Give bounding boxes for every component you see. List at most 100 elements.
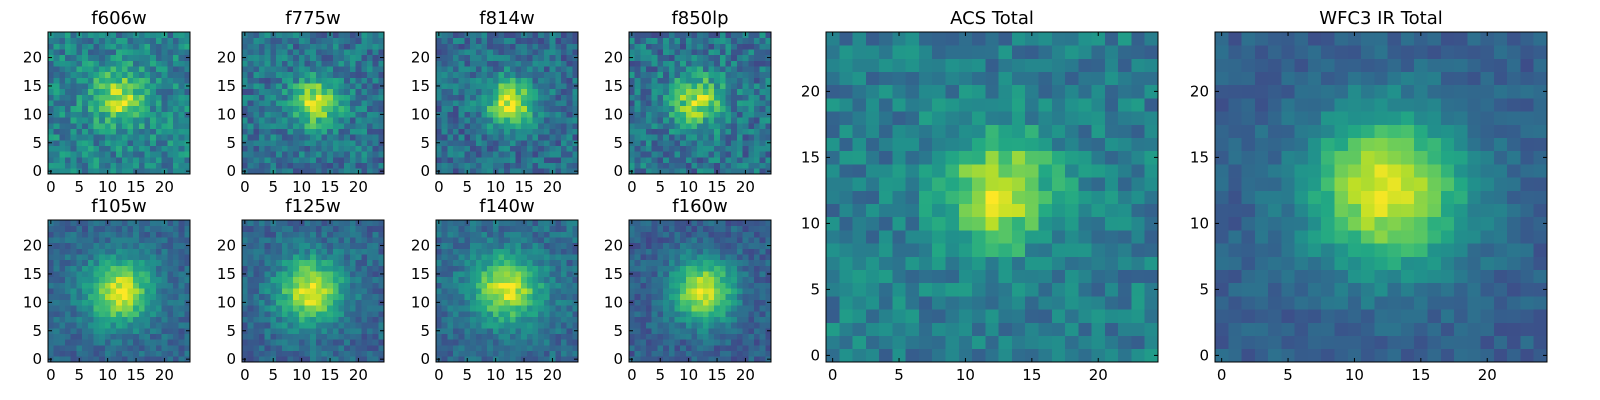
heatmap-cell [492, 237, 499, 244]
heatmap-cell [657, 66, 664, 73]
heatmap-cell [680, 88, 687, 95]
heatmap-cell [470, 156, 477, 164]
heatmap-cell [310, 288, 317, 295]
heatmap-cell [538, 231, 545, 238]
heatmap-cell [65, 271, 72, 278]
heatmap-cell [663, 271, 670, 278]
heatmap-cell [526, 276, 533, 283]
heatmap-cell [668, 66, 675, 73]
heatmap-cell [464, 282, 471, 289]
heatmap-cell [714, 139, 721, 146]
heatmap-cell [714, 151, 721, 158]
heatmap-cell [453, 350, 460, 357]
heatmap-cell [99, 316, 106, 323]
heatmap-cell [543, 117, 550, 124]
heatmap-cell [475, 77, 482, 84]
heatmap-cell [155, 139, 162, 146]
heatmap-cell [93, 83, 100, 90]
heatmap-cell [138, 128, 145, 135]
heatmap-cell [276, 145, 283, 152]
heatmap-cell [247, 293, 254, 300]
heatmap-cell [719, 66, 726, 73]
heatmap-cell [144, 100, 151, 107]
heatmap-cell [161, 162, 168, 169]
heatmap-cell [93, 77, 100, 84]
heatmap-cell [332, 322, 339, 329]
heatmap-cell [515, 231, 522, 238]
heatmap-cell [270, 282, 277, 289]
heatmap-cell [765, 100, 772, 107]
heatmap-cell [304, 60, 311, 67]
heatmap-cell [646, 350, 653, 357]
heatmap-cell [498, 156, 505, 164]
heatmap-cell [532, 220, 539, 227]
heatmap-cell [355, 88, 362, 95]
heatmap-cell [708, 350, 715, 357]
heatmap-cell [498, 271, 505, 278]
heatmap-cell [332, 327, 339, 334]
heatmap-cell [366, 322, 374, 329]
heatmap-cell [566, 254, 573, 261]
heatmap-cell [697, 151, 704, 158]
heatmap-cell [332, 122, 339, 129]
heatmap-cell [492, 134, 499, 141]
heatmap-cell [521, 134, 528, 141]
heatmap-cell [646, 32, 653, 39]
heatmap-cell [509, 168, 516, 175]
heatmap-cell [453, 43, 460, 50]
heatmap-cell [663, 66, 670, 73]
heatmap-cell [104, 350, 111, 357]
heatmap-cell [515, 327, 522, 334]
heatmap-cell [532, 60, 539, 67]
heatmap-cell [355, 54, 362, 61]
y-tick-label: 10 [411, 293, 430, 311]
heatmap-cell [453, 271, 460, 278]
heatmap-cell [338, 139, 345, 146]
heatmap-cell [59, 259, 66, 266]
heatmap-cell [287, 356, 294, 363]
heatmap-cell [270, 327, 277, 334]
heatmap-cell [344, 71, 351, 78]
heatmap-cell [172, 305, 180, 312]
heatmap-cell [53, 322, 60, 329]
heatmap-cell [150, 333, 157, 340]
heatmap-cell [121, 350, 128, 357]
heatmap-cell [253, 242, 260, 249]
heatmap-cell [464, 254, 471, 261]
heatmap-cell [332, 145, 339, 152]
heatmap-cell [298, 111, 305, 118]
heatmap-cell [691, 83, 698, 90]
heatmap-cell [355, 259, 362, 266]
heatmap-cell [725, 168, 732, 175]
heatmap-cell [731, 71, 738, 78]
heatmap-cell [270, 242, 277, 249]
heatmap-cell [674, 310, 681, 317]
x-tick-label: 15 [514, 178, 533, 196]
heatmap-cell [498, 49, 505, 56]
heatmap-cell [110, 237, 117, 244]
heatmap-cell [65, 54, 72, 61]
heatmap-cell [104, 100, 111, 107]
heatmap-cell [436, 231, 443, 238]
heatmap-cell [133, 225, 140, 232]
heatmap-cell [481, 100, 488, 107]
heatmap-cell [742, 60, 749, 67]
heatmap-cell [161, 288, 168, 295]
heatmap-cell [708, 71, 715, 78]
heatmap-cell [116, 134, 123, 141]
heatmap-cell [150, 293, 157, 300]
heatmap-cell [355, 111, 362, 118]
heatmap-cell [668, 145, 675, 152]
heatmap-cell [59, 293, 66, 300]
heatmap-cell [555, 49, 562, 56]
heatmap-cell [121, 225, 128, 232]
heatmap-cell [521, 327, 528, 334]
heatmap-cell [82, 94, 89, 101]
heatmap-cell [509, 333, 516, 340]
heatmap-cell [161, 327, 168, 334]
heatmap-cell [70, 288, 77, 295]
heatmap-cell [634, 168, 641, 175]
heatmap-cell [674, 117, 681, 124]
heatmap-cell [668, 105, 675, 112]
heatmap-cell [691, 66, 698, 73]
